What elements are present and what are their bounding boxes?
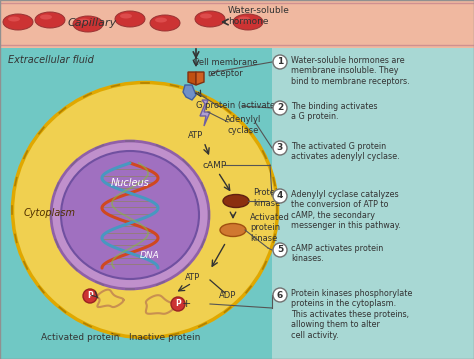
Ellipse shape [51,141,209,289]
Bar [0,0,474,48]
Circle shape [273,55,287,69]
Ellipse shape [155,18,167,23]
Text: Activated
protein
kinase: Activated protein kinase [250,213,290,243]
Polygon shape [183,85,196,100]
Text: Protein kinases phosphorylate
proteins in the cytoplasm.
This activates these pr: Protein kinases phosphorylate proteins i… [291,289,412,340]
Text: Inactive protein: Inactive protein [129,334,201,342]
Ellipse shape [220,224,246,237]
Circle shape [171,297,185,311]
Ellipse shape [238,17,250,22]
Text: 1: 1 [277,57,283,66]
Ellipse shape [195,11,225,27]
Bar [272,48,474,359]
Text: ATP: ATP [188,131,204,140]
Polygon shape [196,72,204,85]
Text: Water-soluble hormones are
membrane insoluble. They
bind to membrane receptors.: Water-soluble hormones are membrane inso… [291,56,410,86]
Ellipse shape [12,83,277,337]
Text: Protein
kinase: Protein kinase [253,188,283,208]
Polygon shape [200,100,210,126]
Text: ADP: ADP [219,292,237,300]
Polygon shape [188,72,196,85]
Circle shape [83,289,97,303]
Text: Adenylyl cyclase catalyzes
the conversion of ATP to
cAMP, the secondary
messenge: Adenylyl cyclase catalyzes the conversio… [291,190,401,230]
Text: cAMP activates protein
kinases.: cAMP activates protein kinases. [291,244,383,264]
Ellipse shape [200,14,212,19]
Text: G protein (activated): G protein (activated) [196,102,284,111]
Ellipse shape [78,19,90,23]
Ellipse shape [40,14,52,19]
Circle shape [273,243,287,257]
Ellipse shape [120,14,132,19]
Ellipse shape [150,15,180,31]
Text: Adenylyl
cyclase: Adenylyl cyclase [225,115,261,135]
Text: cAMP: cAMP [203,160,227,169]
Text: Cell membrane
receptor: Cell membrane receptor [193,58,257,78]
Ellipse shape [8,17,20,22]
Ellipse shape [233,14,263,30]
Ellipse shape [73,16,103,32]
Text: +: + [182,299,191,309]
Ellipse shape [115,11,145,27]
Text: 5: 5 [277,246,283,255]
Text: Nucleus: Nucleus [110,178,149,188]
Text: Activated protein: Activated protein [41,334,119,342]
Text: 2: 2 [277,103,283,112]
Text: DNA: DNA [140,251,160,260]
Text: 4: 4 [277,191,283,200]
Circle shape [273,141,287,155]
Text: P: P [175,299,181,308]
Text: Extracellular fluid: Extracellular fluid [8,55,94,65]
Circle shape [273,288,287,302]
Text: Capillary: Capillary [67,18,117,28]
Ellipse shape [61,151,199,279]
Text: Water-soluble
hormone: Water-soluble hormone [228,6,290,26]
Ellipse shape [3,14,33,30]
Circle shape [273,189,287,203]
Ellipse shape [223,195,249,208]
Bar [0,48,474,359]
Circle shape [273,101,287,115]
Text: 6: 6 [277,290,283,299]
Text: The binding activates
a G protein.: The binding activates a G protein. [291,102,377,121]
Text: P: P [87,292,93,300]
Ellipse shape [35,12,65,28]
Text: 3: 3 [277,144,283,153]
Text: ATP: ATP [185,274,201,283]
Text: The activated G protein
activates adenylyl cyclase.: The activated G protein activates adenyl… [291,142,400,162]
Text: Cytoplasm: Cytoplasm [24,208,76,218]
